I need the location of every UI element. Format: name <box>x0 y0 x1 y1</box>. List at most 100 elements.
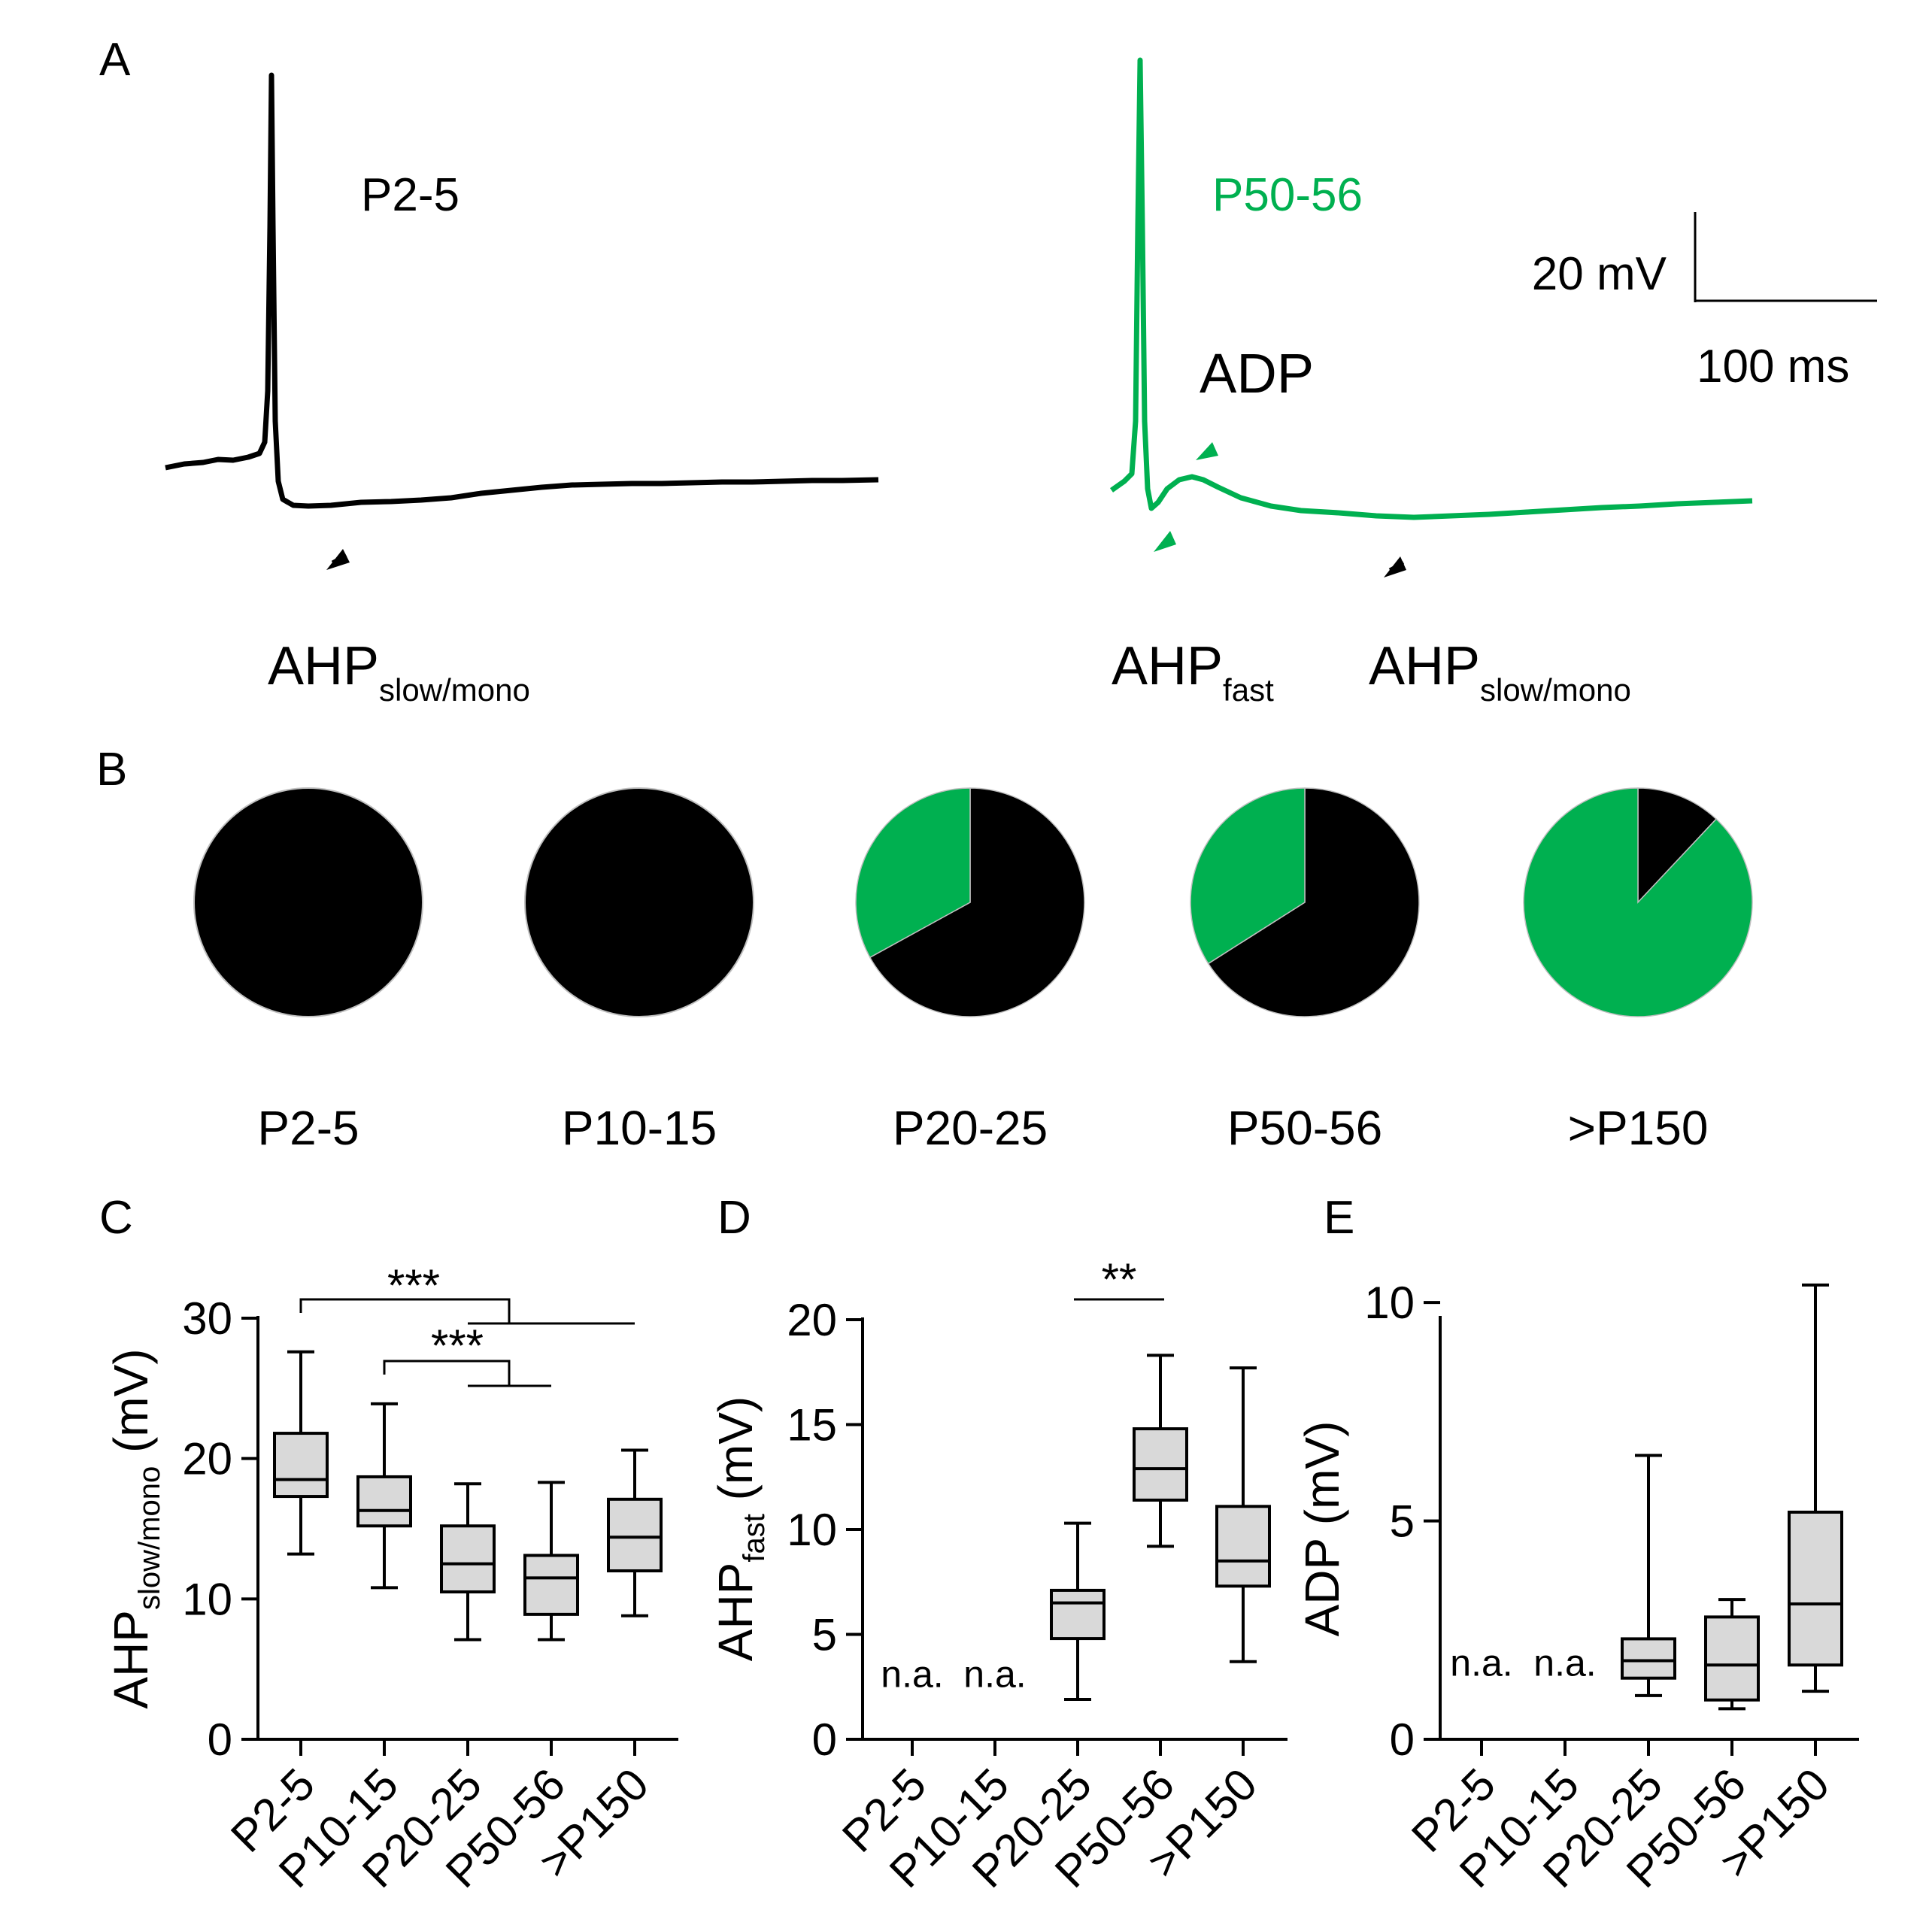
ahp-fast-sub: fast <box>1223 672 1274 708</box>
arrow-ahp-fast <box>1154 531 1176 552</box>
pie-slice-green <box>1523 787 1753 1017</box>
box-iqr <box>1050 1588 1106 1641</box>
y-tick-label: 10 <box>182 1574 232 1624</box>
box-iqr <box>1788 1510 1843 1667</box>
panel-b: B P2-5 P10-15 P20-25 P50-56 >P150 <box>96 744 1753 1155</box>
arrow-ahp-slow-right-shaft <box>1388 560 1405 572</box>
box-p50-56 <box>1704 1598 1760 1711</box>
y-axis-title-unit: (mV) <box>708 1396 763 1514</box>
bracket-line <box>383 1360 511 1386</box>
significance-stars: *** <box>387 1260 440 1311</box>
trace-label-p50-56: P50-56 <box>1212 169 1363 221</box>
box-p20-25 <box>440 1482 496 1642</box>
na-label: n.a. <box>1533 1642 1596 1684</box>
significance-bracket: ** <box>1074 1254 1164 1305</box>
significance-bracket-2: *** <box>383 1320 551 1387</box>
y-axis-title-unit: (mV) <box>104 1348 158 1466</box>
box-iqr <box>607 1497 663 1573</box>
y-axis-title: ADP (mV) <box>1295 1421 1349 1637</box>
ahp-sub-text: slow/mono <box>379 672 530 708</box>
panel-b-label: B <box>96 744 127 796</box>
box-iqr <box>273 1432 329 1499</box>
pie-label: P20-25 <box>893 1101 1048 1155</box>
y-tick-label: 10 <box>1364 1278 1415 1328</box>
box-gt-p150 <box>1788 1283 1843 1693</box>
panel-a-label: A <box>99 34 131 86</box>
pie-slice-black <box>1637 787 1718 904</box>
na-label: n.a. <box>881 1654 943 1696</box>
y-tick-label: 0 <box>1390 1714 1415 1765</box>
pie-label: P2-5 <box>257 1101 359 1155</box>
pie-label: P10-15 <box>562 1101 717 1155</box>
box-iqr <box>523 1554 579 1616</box>
significance-bracket-1: *** <box>299 1260 635 1325</box>
arrow-adp <box>1196 442 1218 460</box>
y-tick-label: 10 <box>787 1505 837 1555</box>
significance-stars: *** <box>431 1320 484 1371</box>
panel-c-label: C <box>99 1192 133 1244</box>
y-axis-title: AHPslow/mono (mV) <box>104 1348 166 1708</box>
box-p50-56 <box>523 1481 579 1642</box>
label-ahp-slow-right: AHPslow/mono <box>1369 636 1631 708</box>
trace-p50-56 <box>1109 57 1753 520</box>
pie-p10-15: P10-15 <box>524 787 754 1155</box>
pie-p50-56: P50-56 <box>1190 787 1420 1155</box>
y-tick-label: 0 <box>812 1714 837 1765</box>
box-iqr <box>1133 1427 1188 1502</box>
pie-slice-black <box>524 787 754 1017</box>
y-tick-label: 20 <box>182 1434 232 1484</box>
ahp-main-text: AHP <box>1112 636 1223 696</box>
pie-gt-p150: >P150 <box>1523 787 1753 1155</box>
bracket-line <box>299 1298 511 1323</box>
scale-bar: 20 mV 100 ms <box>1532 212 1877 393</box>
pie-slice-black <box>869 787 1085 1017</box>
label-ahp-fast: AHPfast <box>1112 636 1274 708</box>
y-tick-label: 0 <box>208 1714 232 1765</box>
box-iqr <box>1215 1505 1271 1588</box>
pie-p20-25: P20-25 <box>855 787 1085 1155</box>
pie-label: >P150 <box>1568 1101 1709 1155</box>
box-iqr <box>1704 1615 1760 1702</box>
y-axis-title-sub: fast <box>738 1514 771 1562</box>
significance-stars: ** <box>1102 1254 1137 1305</box>
y-tick-label: 30 <box>182 1293 232 1344</box>
ahp-main-text: AHP <box>1369 636 1480 696</box>
arrow-ahp-slow-left-shaft <box>331 553 347 565</box>
box-p20-25 <box>1050 1521 1106 1701</box>
box-gt-p150 <box>1215 1366 1271 1663</box>
box-p50-56 <box>1133 1354 1188 1548</box>
panel-a: A P2-5 AHPslow/mono P50-56 ADP AHPfast A… <box>99 34 1877 708</box>
scale-bar-voltage: 20 mV <box>1532 248 1667 300</box>
box-iqr <box>440 1524 496 1594</box>
y-tick-label: 5 <box>1390 1496 1415 1547</box>
pie-slice-green <box>855 787 971 959</box>
label-adp: ADP <box>1200 342 1314 405</box>
box-gt-p150 <box>607 1448 663 1617</box>
box-p10-15 <box>356 1402 412 1590</box>
y-tick-label: 15 <box>787 1400 837 1451</box>
pie-slice-black <box>193 787 423 1017</box>
pie-slice-green <box>1190 787 1306 965</box>
pie-row: P2-5 P10-15 P20-25 P50-56 >P150 <box>193 787 1753 1155</box>
pie-p2-5: P2-5 <box>193 787 423 1155</box>
label-ahp-slow-left: AHPslow/mono <box>268 636 530 708</box>
box-p20-25 <box>1621 1454 1676 1697</box>
y-axis-title-main: AHP <box>708 1563 763 1662</box>
na-label: n.a. <box>1450 1642 1512 1684</box>
ahp-main-text: AHP <box>268 636 379 696</box>
panel-e-label: E <box>1324 1192 1354 1244</box>
y-axis-title: AHPfast (mV) <box>708 1396 771 1661</box>
box-iqr <box>1621 1637 1676 1680</box>
y-axis-title-main: AHP <box>104 1610 158 1709</box>
y-tick-label: 5 <box>812 1610 837 1660</box>
trace-label-p2-5: P2-5 <box>361 169 459 221</box>
box-p2-5 <box>273 1350 329 1556</box>
box-iqr <box>356 1475 412 1528</box>
na-label: n.a. <box>963 1654 1026 1696</box>
pie-slice-black <box>1207 787 1420 1017</box>
trace-p2-5 <box>165 72 879 509</box>
